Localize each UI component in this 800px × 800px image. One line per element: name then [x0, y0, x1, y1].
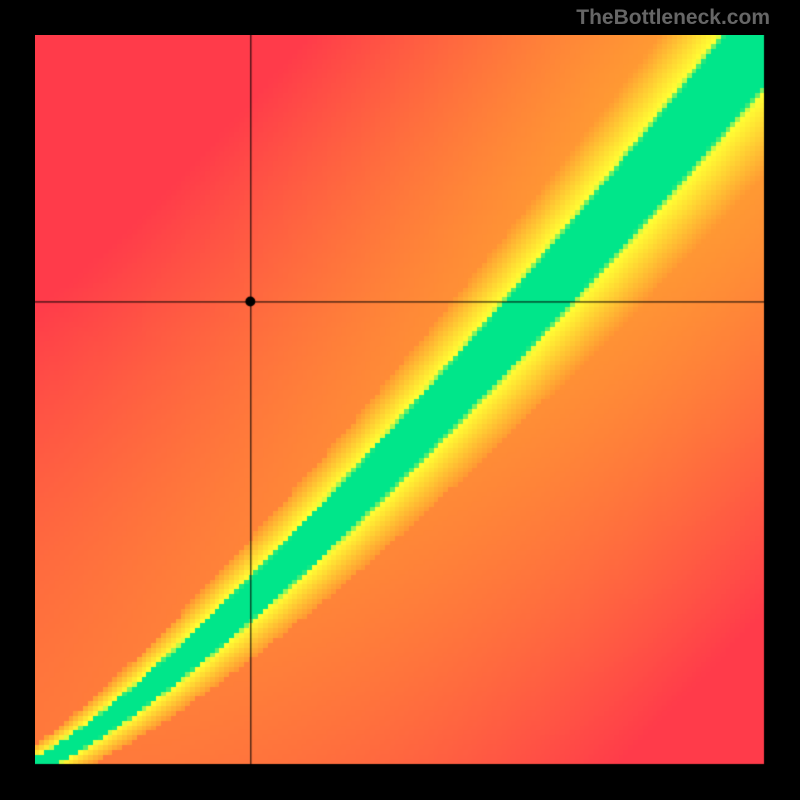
watermark-text: TheBottleneck.com: [576, 6, 770, 30]
heatmap-chart: [35, 35, 765, 765]
heatmap-canvas: [35, 35, 765, 765]
